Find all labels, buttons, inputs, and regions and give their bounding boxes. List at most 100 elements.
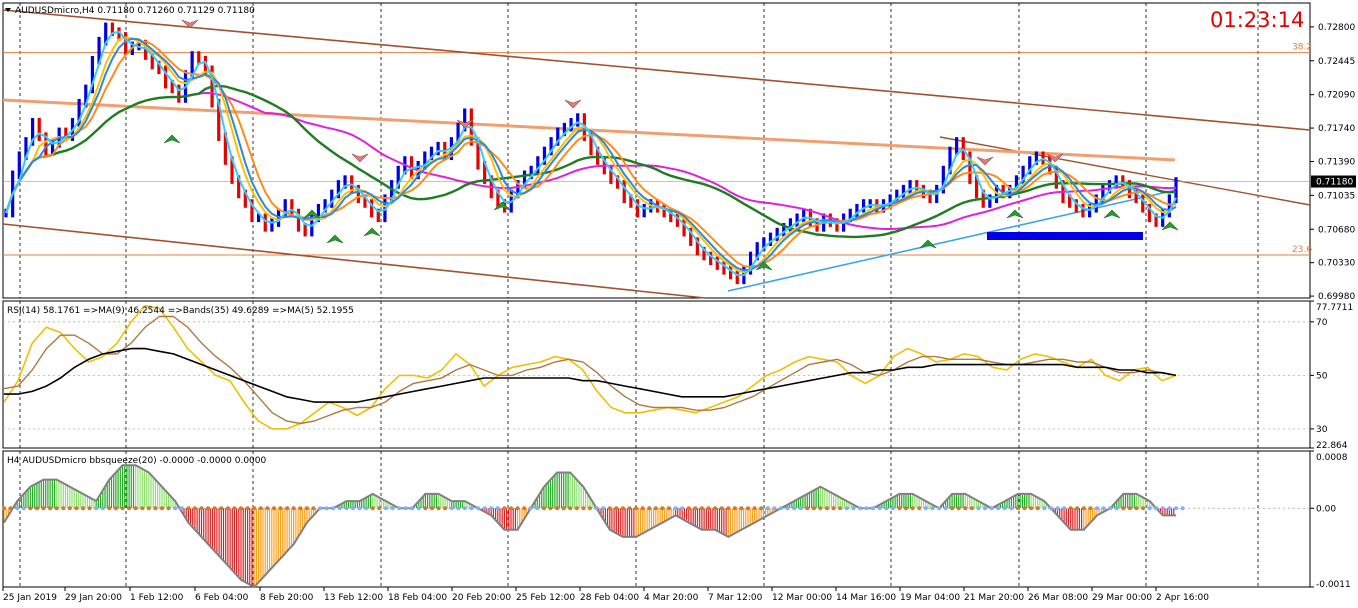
squeeze-dot — [1068, 506, 1073, 511]
bull-bar — [748, 251, 753, 275]
bull-bar — [522, 170, 527, 189]
bear-bar — [203, 55, 208, 75]
squeeze-dot — [153, 506, 158, 511]
squeeze-dot — [364, 506, 369, 511]
bear-bar — [117, 27, 121, 41]
squeeze-dot — [555, 506, 560, 511]
bear-bar — [110, 22, 114, 36]
bull-bar — [855, 203, 859, 218]
bear-bar — [1081, 203, 1085, 218]
rsi-y-tick-label: 77.7711 — [1316, 303, 1353, 313]
bear-bar — [44, 132, 48, 156]
squeeze-dot — [976, 506, 981, 511]
x-tick-label: 25 Feb 12:00 — [516, 593, 575, 603]
bull-bar — [436, 141, 440, 156]
squeeze-dot — [548, 506, 553, 511]
bull-bar — [137, 39, 141, 51]
rsi-y-tick-label: 22.864 — [1316, 441, 1348, 451]
bear-bar — [370, 199, 374, 218]
bear-bar — [715, 256, 719, 270]
zone-box — [987, 232, 1143, 240]
squeeze-dot — [324, 506, 329, 511]
bear-bar — [662, 203, 666, 218]
squeeze-dot — [8, 506, 13, 511]
sell-arrow-icon — [564, 99, 582, 109]
squeeze-dot — [541, 506, 546, 511]
squeeze-dot — [61, 506, 66, 511]
y-tick-label: 0.72445 — [1318, 57, 1355, 67]
squeeze-dot — [1127, 506, 1132, 511]
x-tick-label: 14 Mar 16:00 — [836, 593, 896, 603]
squeeze-dot — [28, 506, 33, 511]
rsi-ma-line — [3, 315, 1177, 425]
bear-bar — [609, 165, 613, 184]
squeeze-dot — [588, 506, 592, 511]
bull-bar — [848, 208, 852, 223]
squeeze-dot — [950, 506, 955, 511]
squeeze-y-tick-label: 0.00 — [1316, 504, 1336, 514]
squeeze-dot — [1055, 506, 1060, 511]
squeeze-dot — [15, 506, 20, 511]
squeeze-dot — [140, 506, 145, 511]
bull-bar — [755, 242, 759, 261]
squeeze-dot — [739, 506, 744, 511]
x-tick-label: 26 Mar 08:00 — [1028, 593, 1088, 603]
squeeze-dot — [1002, 506, 1007, 511]
squeeze-dot — [792, 506, 797, 511]
squeeze-dot — [179, 506, 184, 511]
squeeze-dot — [825, 506, 829, 511]
squeeze-y-axis: 0.0008 0.00 -0.0011 — [1310, 450, 1351, 590]
squeeze-dot — [81, 506, 85, 511]
bear-bar — [589, 132, 593, 156]
squeeze-dot — [996, 506, 1001, 511]
panel-frame-rsi — [2, 300, 1311, 449]
squeeze-dot — [443, 506, 448, 511]
squeeze-dot — [522, 506, 527, 511]
bull-bar — [1034, 151, 1038, 165]
squeeze-dot — [403, 506, 408, 511]
squeeze-dot — [693, 506, 698, 511]
bull-bar — [330, 189, 334, 208]
bull-bar — [782, 223, 786, 237]
x-tick-label: 29 Jan 20:00 — [65, 593, 122, 603]
squeeze-dot — [370, 506, 375, 511]
squeeze-dot — [232, 506, 237, 511]
header-dropdown-icon[interactable] — [5, 8, 11, 12]
rsi-header: RSI(14) 58.1761 =>MA(9) 46.2544 =>Bands(… — [7, 306, 354, 316]
squeeze-dot — [1134, 506, 1139, 511]
squeeze-dot — [298, 506, 303, 511]
rsi-y-tick-label: 50 — [1316, 371, 1328, 381]
squeeze-dot — [410, 506, 415, 511]
bull-bar — [542, 146, 547, 165]
bull-bar — [788, 218, 793, 232]
moving-averages — [4, 30, 1177, 277]
fib-label: 23.6 — [1292, 245, 1312, 255]
squeeze-dot — [937, 506, 941, 511]
squeeze-header: H4 AUDUSDmicro bbsqueeze(20) -0.0000 -0.… — [7, 456, 267, 466]
squeeze-dot — [778, 506, 783, 511]
bear-bar — [675, 213, 680, 227]
squeeze-dot — [798, 506, 803, 511]
y-tick-label: 0.72090 — [1318, 91, 1355, 101]
bull-bar — [895, 189, 899, 204]
channel-lower-line — [2, 223, 706, 299]
squeeze-dot — [956, 506, 961, 511]
squeeze-dot — [647, 506, 652, 511]
bull-bar — [529, 165, 533, 180]
squeeze-dot — [1016, 506, 1020, 511]
squeeze-dot — [858, 506, 862, 511]
bull-bar — [336, 180, 340, 199]
bear-bar — [157, 60, 161, 75]
bear-bar — [928, 189, 932, 204]
squeeze-dot — [1042, 506, 1047, 511]
squeeze-dot — [1160, 506, 1165, 511]
bear-bar — [237, 175, 241, 199]
squeeze-dot — [904, 506, 908, 511]
rsi-bands-line — [4, 347, 1177, 403]
squeeze-dot — [1035, 506, 1040, 511]
squeeze-dot — [265, 506, 270, 511]
squeeze-dot — [1114, 506, 1119, 511]
bear-bar — [376, 208, 380, 223]
x-tick-label: 12 Mar 00:00 — [772, 593, 832, 603]
